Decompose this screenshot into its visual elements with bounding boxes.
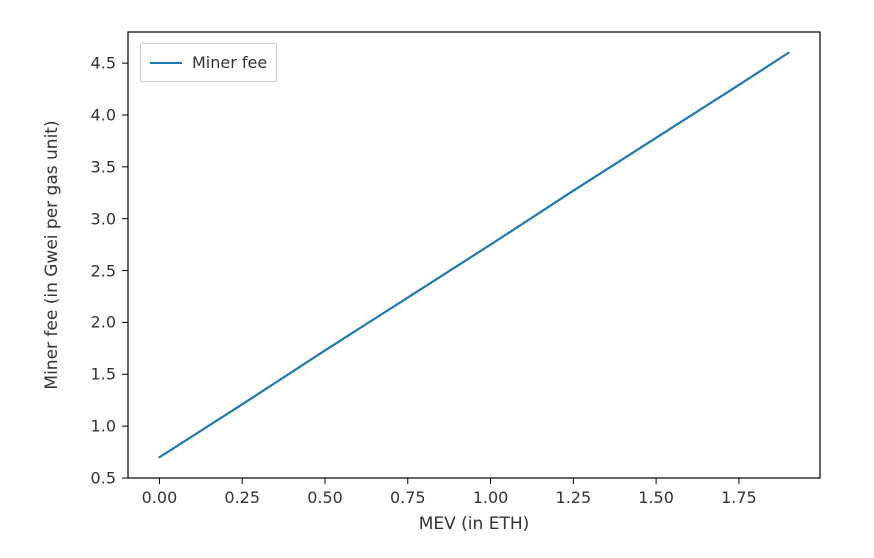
x-tick-label: 1.00 bbox=[473, 488, 509, 507]
figure: MEV (in ETH) Miner fee (in Gwei per gas … bbox=[0, 0, 874, 558]
chart-svg bbox=[128, 32, 820, 478]
x-tick-label: 0.00 bbox=[142, 488, 178, 507]
x-axis-label: MEV (in ETH) bbox=[419, 514, 530, 534]
legend-item: Miner fee bbox=[150, 53, 267, 72]
y-tick-label: 1.0 bbox=[91, 417, 116, 436]
series-line bbox=[159, 53, 788, 458]
x-tick-label: 0.25 bbox=[224, 488, 260, 507]
y-axis-label: Miner fee (in Gwei per gas unit) bbox=[42, 120, 62, 389]
y-tick-label: 0.5 bbox=[91, 469, 116, 488]
x-tick-label: 0.75 bbox=[390, 488, 426, 507]
x-tick-label: 1.25 bbox=[556, 488, 592, 507]
y-tick-label: 1.5 bbox=[91, 365, 116, 384]
y-tick-label: 3.5 bbox=[91, 157, 116, 176]
legend-label: Miner fee bbox=[192, 53, 267, 72]
legend: Miner fee bbox=[140, 43, 277, 82]
y-tick-label: 3.0 bbox=[91, 209, 116, 228]
plot-area bbox=[128, 32, 820, 478]
y-tick-label: 2.5 bbox=[91, 261, 116, 280]
x-tick-label: 1.75 bbox=[721, 488, 757, 507]
x-tick-label: 0.50 bbox=[307, 488, 343, 507]
legend-line-sample bbox=[150, 62, 182, 64]
y-tick-label: 4.5 bbox=[91, 54, 116, 73]
x-tick-label: 1.50 bbox=[638, 488, 674, 507]
y-tick-label: 2.0 bbox=[91, 313, 116, 332]
y-tick-label: 4.0 bbox=[91, 105, 116, 124]
